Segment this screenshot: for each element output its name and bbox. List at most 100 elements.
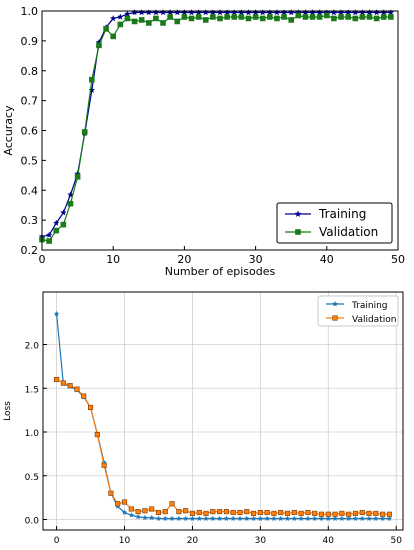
data-point-validation [60, 380, 66, 386]
legend: Training Validation [276, 202, 393, 244]
data-point-training [196, 515, 203, 522]
data-point-validation [74, 174, 81, 180]
data-point-training [366, 9, 373, 16]
data-point-validation [67, 200, 74, 207]
data-point-training [250, 515, 257, 522]
data-point-validation [183, 508, 189, 514]
data-point-validation [373, 510, 379, 516]
data-point-validation [267, 14, 273, 20]
x-tick-label: 20 [187, 536, 199, 546]
data-point-validation [74, 386, 80, 392]
data-point-validation [81, 393, 87, 399]
x-tick-label: 10 [119, 536, 131, 546]
data-point-validation [366, 14, 373, 20]
y-tick-label: 0.5 [25, 473, 39, 483]
data-point-training [264, 515, 270, 522]
data-point-validation [146, 20, 152, 26]
x-tick-label: 50 [390, 536, 402, 546]
data-point-validation [278, 509, 284, 516]
data-point-validation [257, 509, 263, 516]
data-point-validation [203, 510, 209, 516]
data-point-validation [288, 17, 295, 23]
data-point-validation [345, 14, 351, 20]
data-point-validation [224, 14, 230, 20]
data-point-training [203, 515, 209, 522]
series-validation [54, 376, 392, 517]
data-point-validation [237, 509, 243, 516]
data-point-training [174, 9, 181, 16]
data-point-training [318, 515, 325, 522]
data-point-validation [339, 510, 345, 516]
data-point-validation [259, 15, 266, 22]
plot-area [43, 292, 403, 530]
data-point-validation [231, 14, 238, 20]
y-tick-label: 0.7 [21, 95, 39, 108]
data-point-training [195, 9, 202, 16]
legend-label: Validation [319, 225, 378, 239]
data-point-training [316, 9, 323, 16]
x-tick-label: 40 [323, 536, 335, 546]
data-point-training [128, 512, 135, 518]
data-point-validation [386, 511, 392, 517]
data-point-training [121, 509, 128, 515]
data-point-validation [202, 17, 209, 23]
data-point-training [162, 515, 169, 522]
data-point-validation [264, 509, 270, 516]
x-tick-label: 0 [54, 536, 60, 546]
data-point-training [277, 515, 284, 522]
y-axis-title: Accuracy [2, 105, 15, 156]
x-tick-label: 0 [39, 253, 46, 266]
legend-label: Training [351, 301, 388, 311]
data-point-validation [271, 510, 277, 516]
data-point-validation [331, 15, 337, 22]
data-point-training [124, 10, 131, 17]
data-point-training [366, 515, 372, 522]
data-point-training [337, 9, 345, 16]
data-point-validation [94, 432, 100, 438]
data-point-training [298, 515, 304, 522]
data-point-validation [359, 509, 365, 516]
data-point-training [243, 515, 250, 522]
data-point-validation [53, 227, 60, 234]
legend-marker [332, 315, 338, 321]
y-tick-label: 0.5 [21, 154, 39, 167]
x-tick-label: 10 [106, 253, 120, 266]
data-point-training [148, 514, 155, 521]
data-point-training [223, 515, 230, 522]
data-point-validation [81, 129, 88, 135]
data-point-validation [149, 506, 155, 512]
data-point-training [325, 515, 332, 522]
data-point-training [245, 9, 252, 16]
data-point-validation [316, 14, 323, 20]
data-point-validation [352, 15, 359, 22]
data-point-validation [284, 510, 291, 516]
data-point-training [305, 515, 311, 522]
legend-marker [294, 210, 302, 217]
data-point-training [145, 9, 153, 16]
data-point-training [45, 231, 53, 238]
data-point-validation [325, 511, 331, 517]
data-point-validation [338, 14, 344, 20]
data-point-validation [162, 509, 168, 515]
data-point-validation [142, 508, 148, 514]
data-point-training [257, 515, 264, 522]
data-point-training [302, 9, 309, 16]
data-point-validation [174, 18, 181, 25]
data-point-validation [181, 14, 188, 20]
data-point-training [181, 9, 188, 16]
data-point-training [155, 515, 162, 522]
data-point-training [142, 514, 148, 521]
legend-marker [295, 229, 301, 235]
data-point-validation [117, 21, 124, 28]
data-point-training [387, 9, 395, 16]
data-point-training [332, 515, 338, 522]
data-point-training [238, 9, 245, 16]
data-point-validation [60, 221, 67, 228]
data-point-training [352, 9, 359, 16]
data-point-training [345, 515, 352, 522]
data-point-training [352, 515, 359, 522]
data-point-training [291, 515, 298, 522]
data-point-training [372, 515, 379, 522]
data-point-training [359, 515, 366, 522]
